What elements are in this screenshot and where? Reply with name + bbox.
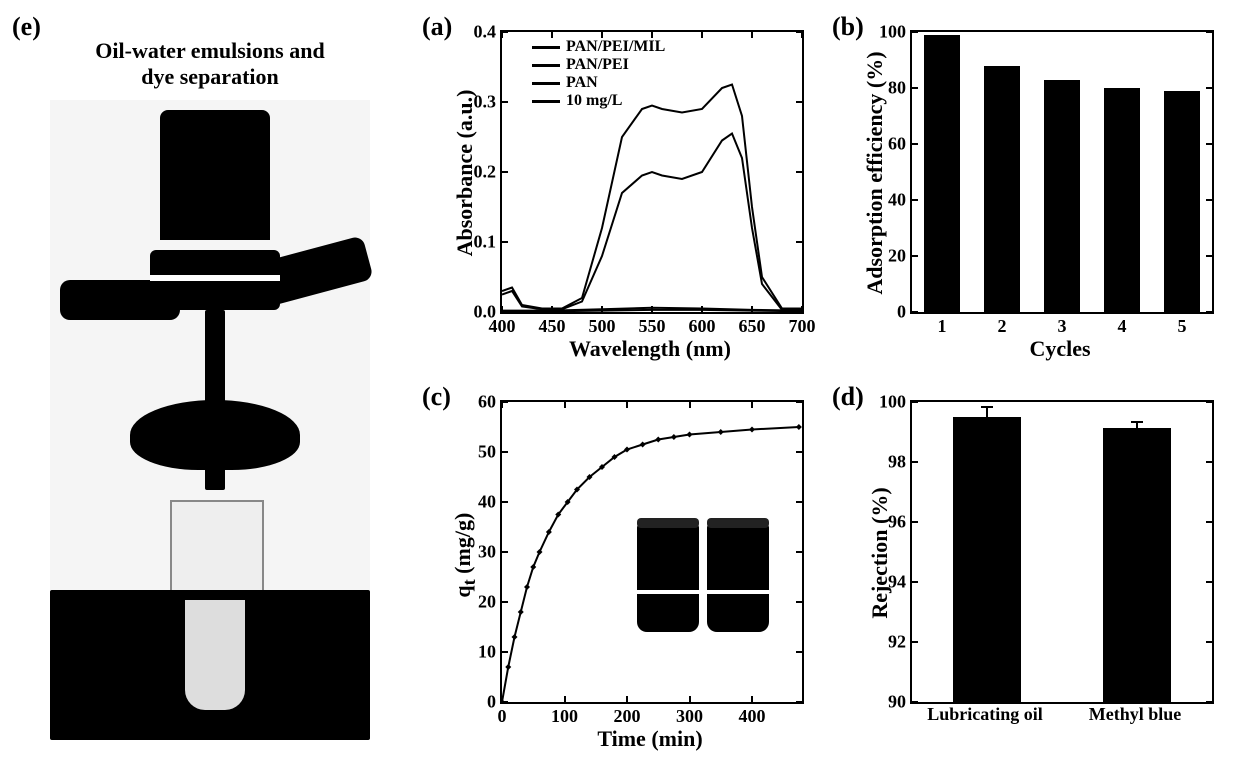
panel-a-xlabel: Wavelength (nm)	[500, 336, 800, 362]
panel-e-caption: Oil-water emulsions and dye separation	[10, 38, 410, 90]
panel-d: (d) 9092949698100 Rejection (%) Lubricat…	[830, 380, 1230, 760]
error-bar	[986, 407, 988, 428]
marker	[502, 699, 505, 702]
panel-a-ylabel: Absorbance (a.u.)	[452, 73, 478, 273]
funnel-top	[160, 110, 270, 240]
bar	[984, 66, 1020, 312]
ytick: 50	[436, 442, 496, 463]
category-label: Lubricating oil	[927, 704, 1043, 725]
panel-c-xlabel: Time (min)	[500, 726, 800, 752]
bar	[1103, 428, 1171, 703]
panel-a-chart: 0.00.10.20.30.4 400450500550600650700 PA…	[500, 30, 804, 314]
marker	[524, 584, 530, 590]
panel-a-lines	[502, 32, 802, 312]
vial-right	[707, 522, 769, 632]
ytick: 0	[846, 302, 906, 323]
xtick: 1	[912, 316, 972, 337]
xtick: 2	[972, 316, 1032, 337]
marker	[537, 549, 543, 555]
xtick: 400	[722, 706, 782, 727]
vial-cap-l	[637, 518, 699, 528]
marker	[640, 442, 646, 448]
vial-cap-r	[707, 518, 769, 528]
series-line	[502, 85, 802, 309]
xtick: 3	[1032, 316, 1092, 337]
marker	[518, 609, 524, 615]
marker	[512, 634, 518, 640]
marker	[671, 434, 677, 440]
filter-gap	[150, 275, 280, 281]
xtick: 300	[660, 706, 720, 727]
vial-gap	[637, 590, 769, 594]
bar	[924, 35, 960, 312]
vial-left	[637, 522, 699, 632]
bar	[1044, 80, 1080, 312]
panel-c-label: (c)	[422, 382, 451, 412]
bar	[1104, 88, 1140, 312]
figure-grid: (a) 0.00.10.20.30.4 40045050055060065070…	[10, 10, 1230, 760]
xtick: 4	[1092, 316, 1152, 337]
panel-b-chart: 020406080100 12345	[910, 30, 1214, 314]
marker	[530, 564, 536, 570]
panel-a: (a) 0.00.10.20.30.4 40045050055060065070…	[420, 10, 820, 370]
xtick: 0	[472, 706, 532, 727]
bar	[1164, 91, 1200, 312]
category-label: Methyl blue	[1089, 704, 1182, 725]
panel-c-ylabel: qt (mg/g)	[450, 465, 480, 645]
marker	[505, 664, 511, 670]
marker	[687, 432, 693, 438]
panel-d-label: (d)	[832, 382, 864, 412]
xtick: 700	[772, 316, 832, 337]
panel-e: (e) Oil-water emulsions and dye separati…	[10, 10, 410, 760]
panel-d-ylabel: Rejection (%)	[867, 453, 893, 653]
marker	[749, 427, 755, 433]
xtick: 100	[535, 706, 595, 727]
ytick: 90	[846, 692, 906, 713]
panel-e-photo	[50, 100, 370, 740]
panel-e-label: (e)	[12, 12, 41, 42]
panel-b-ylabel: Adsorption efficiency (%)	[862, 43, 888, 303]
xtick: 5	[1152, 316, 1212, 337]
splash	[130, 400, 300, 470]
panel-b-label: (b)	[832, 12, 864, 42]
series-line	[502, 134, 802, 310]
marker	[655, 437, 661, 443]
ylabel-sub: t	[459, 579, 479, 585]
marker	[718, 429, 724, 435]
panel-b: (b) 020406080100 12345 Adsorption effici…	[830, 10, 1230, 370]
panel-a-label: (a)	[422, 12, 452, 42]
bar	[953, 417, 1021, 702]
panel-d-chart: 9092949698100	[910, 400, 1214, 704]
flask-front	[185, 600, 245, 710]
panel-b-xlabel: Cycles	[910, 336, 1210, 362]
panel-e-caption-text: Oil-water emulsions and dye separation	[80, 38, 340, 90]
marker	[796, 424, 802, 430]
panel-c-inset	[632, 512, 782, 662]
panel-c-chart: 0102030405060 0100200300400	[500, 400, 804, 704]
panel-c: (c) 0102030405060 0100200300400 qt (mg/g…	[420, 380, 820, 760]
xtick: 200	[597, 706, 657, 727]
